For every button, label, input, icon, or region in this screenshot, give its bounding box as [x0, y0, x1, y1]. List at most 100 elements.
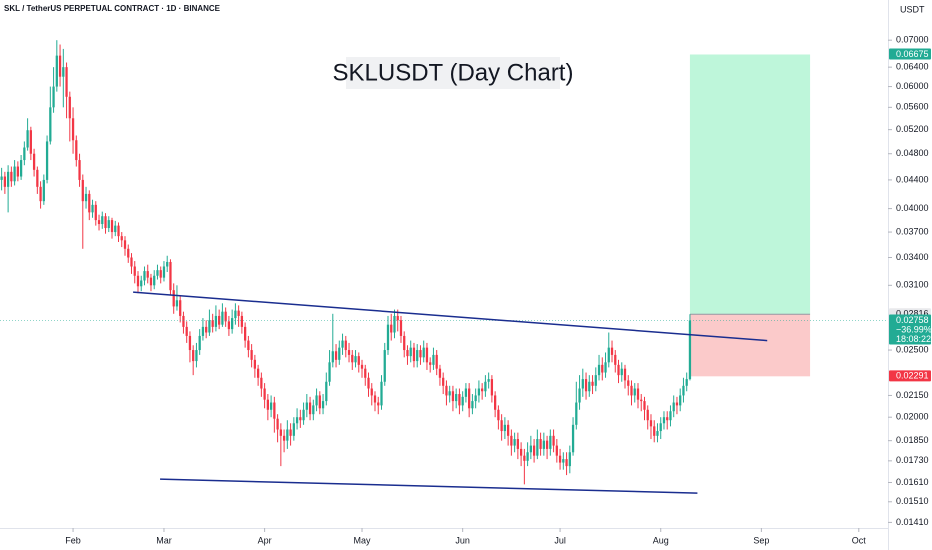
stop-label: 0.02291	[896, 371, 929, 381]
y-tick-label: 0.07000	[896, 35, 929, 45]
candle-body	[627, 380, 630, 386]
candle-body	[675, 402, 679, 406]
chart-title: SKLUSDT (Day Chart)	[333, 59, 574, 86]
candle-body	[71, 118, 75, 141]
candle-body	[188, 335, 192, 351]
candle-body	[445, 385, 448, 396]
y-tick-label: 0.01410	[896, 517, 929, 527]
candle-body	[107, 220, 110, 229]
candle-body	[227, 321, 231, 330]
candle-body	[97, 220, 101, 225]
trendline	[160, 478, 698, 494]
y-tick-label: 0.02000	[896, 412, 929, 422]
candle-body	[269, 402, 273, 410]
candle-body	[136, 275, 140, 287]
candle-body	[286, 429, 289, 441]
candle-body	[620, 368, 623, 376]
candle-body	[610, 347, 614, 355]
candle-body	[328, 362, 331, 382]
candle-body	[159, 270, 162, 278]
candle-body	[237, 310, 240, 316]
candle-body	[575, 402, 578, 425]
candle-body	[289, 429, 292, 436]
candle-body	[153, 275, 156, 286]
candle-body	[510, 435, 513, 446]
candle-body	[305, 402, 308, 410]
candle-body	[649, 420, 653, 427]
candle-body	[601, 364, 604, 373]
candle-body	[455, 394, 458, 402]
candle-body	[84, 193, 88, 202]
profit-zone	[689, 54, 811, 315]
candle-body	[156, 270, 159, 276]
candle-body	[308, 402, 312, 415]
candle-body	[334, 351, 338, 360]
candle-body	[110, 220, 114, 233]
candle-body	[101, 216, 104, 225]
candle-body	[214, 315, 218, 327]
candle-body	[195, 350, 198, 362]
candle-body	[75, 140, 78, 161]
candle-body	[282, 435, 286, 441]
candle-body	[532, 445, 536, 456]
candle-body	[347, 350, 351, 355]
candle-body	[373, 395, 377, 403]
title-box	[346, 57, 560, 89]
y-tick-label: 0.03100	[896, 280, 929, 290]
candle-body	[312, 405, 315, 415]
candle-body	[68, 96, 71, 119]
candle-body	[503, 424, 507, 432]
y-tick-label: 0.04400	[896, 174, 929, 184]
candle-body	[16, 166, 19, 177]
candle-body	[179, 300, 182, 316]
candle-body	[32, 153, 36, 170]
candle-body	[682, 385, 685, 396]
candle-body	[429, 362, 432, 365]
target-label-box	[889, 48, 931, 60]
candle-body	[481, 388, 484, 392]
candle-body	[91, 204, 94, 213]
candle-body	[114, 225, 117, 233]
candle-body	[169, 261, 172, 291]
symbol-header: SKL / TetherUS PERPETUAL CONTRACT · 1D ·…	[4, 4, 221, 13]
y-tick-label: 0.02500	[896, 344, 929, 354]
candle-body	[299, 417, 302, 421]
candle-body	[623, 368, 627, 381]
x-tick-label: Apr	[258, 535, 272, 545]
candle-body	[367, 377, 370, 389]
candle-body	[519, 448, 523, 456]
loss-zone	[689, 314, 811, 377]
candle-body	[162, 266, 166, 278]
candle-body	[451, 391, 455, 402]
candle-body	[500, 420, 503, 432]
candle-body	[266, 399, 269, 410]
candle-body	[685, 379, 688, 386]
target-label: 0.06675	[896, 49, 929, 59]
candle-body	[464, 388, 468, 397]
candle-body	[679, 395, 682, 406]
candle-body	[477, 388, 481, 396]
last-price-label-extra: −36.99%	[896, 324, 932, 334]
y-tick-label: 0.01850	[896, 435, 929, 445]
candle-body	[123, 240, 127, 249]
candle-body	[94, 204, 97, 221]
candle-body	[331, 351, 334, 363]
candle-body	[341, 340, 344, 348]
candle-body	[490, 379, 494, 396]
candle-body	[435, 354, 438, 369]
candle-body	[568, 452, 571, 467]
y-tick-label: 0.06000	[896, 81, 929, 91]
candle-body	[513, 439, 516, 446]
candle-body	[221, 311, 224, 325]
candle-body	[149, 277, 153, 286]
candle-body	[403, 335, 406, 351]
candle-body	[234, 310, 237, 319]
candle-body	[78, 160, 81, 180]
plot	[0, 40, 888, 494]
candle-body	[390, 324, 393, 333]
candle-body	[656, 431, 659, 436]
candle-body	[594, 375, 597, 386]
entry-label: 0.02816	[896, 309, 929, 319]
candle-body	[529, 445, 532, 453]
candle-body	[130, 257, 133, 267]
